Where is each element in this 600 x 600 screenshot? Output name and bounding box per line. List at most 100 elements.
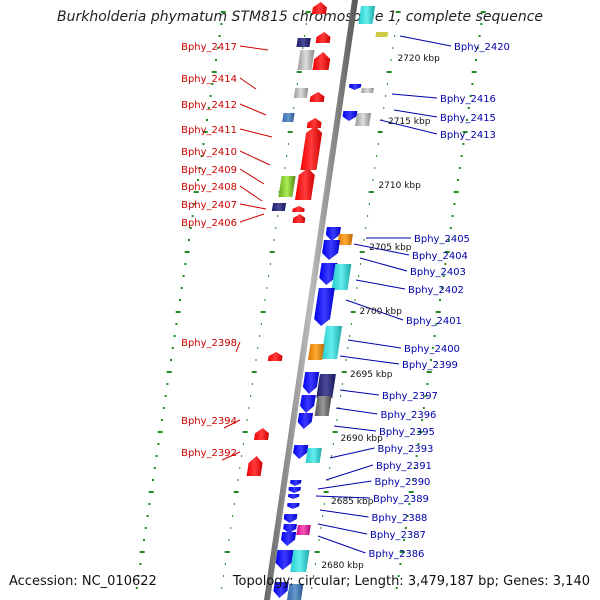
scale-track-tick bbox=[480, 11, 486, 13]
scale-track-tick bbox=[458, 167, 461, 169]
right-gene-label: Bphy_2405 bbox=[414, 234, 470, 245]
scale-track-tick bbox=[188, 239, 190, 241]
scale-track-tick bbox=[480, 23, 483, 25]
right-gene-label: Bphy_2389 bbox=[373, 494, 429, 505]
scale-track-tick bbox=[273, 239, 275, 241]
gene-arrow-reverse bbox=[300, 395, 316, 413]
scale-track-tick bbox=[399, 563, 402, 565]
scale-track-tick bbox=[332, 431, 338, 433]
scale-track-tick bbox=[170, 359, 172, 361]
scale-track-tick bbox=[228, 539, 230, 541]
scale-track-tick bbox=[286, 155, 288, 157]
scale-track-tick bbox=[171, 347, 174, 349]
gene-arrow-reverse bbox=[275, 550, 294, 570]
gene-feature bbox=[287, 584, 304, 600]
scale-track-tick bbox=[143, 539, 145, 541]
gene-arrow-forward bbox=[306, 118, 322, 128]
gene-feature bbox=[361, 88, 374, 93]
scale-track-tick bbox=[376, 155, 378, 157]
scale-track-tick bbox=[444, 263, 447, 265]
scale-track-tick bbox=[197, 179, 199, 181]
gene-arrow-forward bbox=[292, 214, 306, 223]
right-label-leader bbox=[325, 464, 374, 481]
left-gene-label: Bphy_2394 bbox=[181, 416, 237, 427]
scale-track-tick bbox=[426, 383, 429, 385]
scale-track-tick bbox=[241, 455, 243, 457]
scale-track-tick bbox=[220, 23, 223, 25]
scale-track-tick bbox=[257, 347, 259, 349]
left-label-leader bbox=[239, 185, 263, 202]
scale-track-tick bbox=[260, 323, 262, 325]
scale-track-tick bbox=[395, 587, 398, 589]
scale-track-tick bbox=[153, 467, 156, 469]
gene-arrow-forward bbox=[315, 32, 331, 43]
scale-track-tick bbox=[152, 479, 154, 481]
gene-arrow-reverse bbox=[314, 288, 335, 326]
scale-track-tick bbox=[198, 167, 201, 169]
scale-track-tick bbox=[162, 407, 165, 409]
gene-arrow-forward bbox=[300, 126, 323, 170]
scale-track-tick bbox=[304, 35, 306, 37]
scale-track-tick bbox=[408, 491, 414, 493]
scale-track-tick bbox=[155, 455, 158, 457]
gene-feature bbox=[290, 550, 310, 572]
scale-track-tick bbox=[157, 443, 160, 445]
scale-track-tick bbox=[296, 71, 302, 73]
scale-track-tick bbox=[296, 83, 298, 85]
gene-feature bbox=[305, 448, 322, 463]
left-label-leader bbox=[239, 128, 273, 138]
left-gene-label: Bphy_2406 bbox=[181, 218, 237, 229]
right-label-leader bbox=[391, 93, 438, 99]
scale-track-tick bbox=[404, 527, 407, 529]
scale-label: 2705 kbp bbox=[369, 243, 412, 253]
gene-feature bbox=[271, 203, 287, 211]
right-gene-label: Bphy_2390 bbox=[375, 477, 431, 488]
gene-arrow-reverse bbox=[290, 480, 302, 486]
length-label: Length: bbox=[354, 574, 404, 589]
scale-label: 2715 kbp bbox=[388, 117, 431, 127]
scale-track-tick bbox=[433, 335, 436, 337]
right-label-leader bbox=[319, 509, 369, 518]
gene-arrow-reverse bbox=[293, 445, 309, 459]
scale-track-tick bbox=[448, 239, 450, 241]
gene-feature bbox=[321, 326, 343, 359]
gene-arrow-forward bbox=[246, 456, 263, 476]
right-label-leader bbox=[345, 299, 404, 321]
scale-track-tick bbox=[164, 395, 167, 397]
scale-track-tick bbox=[386, 71, 392, 73]
scale-track-tick bbox=[255, 359, 257, 361]
scale-track-tick bbox=[277, 215, 279, 217]
scale-track-tick bbox=[471, 71, 477, 73]
scale-track-tick bbox=[349, 335, 351, 337]
scale-track-tick bbox=[248, 407, 250, 409]
gene-feature bbox=[316, 374, 336, 398]
scale-track-tick bbox=[233, 503, 235, 505]
gene-arrow-reverse bbox=[287, 503, 300, 509]
gene-arrow-reverse bbox=[297, 413, 314, 429]
scale-track-tick bbox=[359, 263, 361, 265]
scale-track-tick bbox=[184, 251, 190, 253]
right-gene-label: Bphy_2413 bbox=[440, 130, 496, 141]
right-label-leader bbox=[317, 480, 372, 490]
topology-label: Topology: bbox=[232, 574, 294, 589]
scale-track-tick bbox=[218, 35, 221, 37]
right-gene-label: Bphy_2397 bbox=[382, 391, 438, 402]
scale-track-tick bbox=[146, 515, 149, 517]
gene-arrow-reverse bbox=[283, 524, 297, 533]
scale-track-tick bbox=[220, 11, 226, 13]
scale-track-tick bbox=[341, 383, 343, 385]
scale-track-tick bbox=[266, 287, 268, 289]
scale-track-tick bbox=[363, 239, 365, 241]
scale-track-tick bbox=[193, 191, 199, 193]
scale-track-tick bbox=[462, 131, 468, 133]
right-gene-label: Bphy_2403 bbox=[410, 267, 466, 278]
accession-label: Accession: bbox=[9, 574, 78, 589]
gene-feature bbox=[282, 113, 295, 122]
scale-track-tick bbox=[148, 503, 151, 505]
scale-track-tick bbox=[221, 587, 223, 589]
scale-track-tick bbox=[224, 551, 230, 553]
gene-feature bbox=[331, 264, 352, 290]
scale-track-tick bbox=[478, 35, 481, 37]
scale-track-tick bbox=[139, 551, 145, 553]
accession-value: NC_010622 bbox=[81, 574, 157, 589]
